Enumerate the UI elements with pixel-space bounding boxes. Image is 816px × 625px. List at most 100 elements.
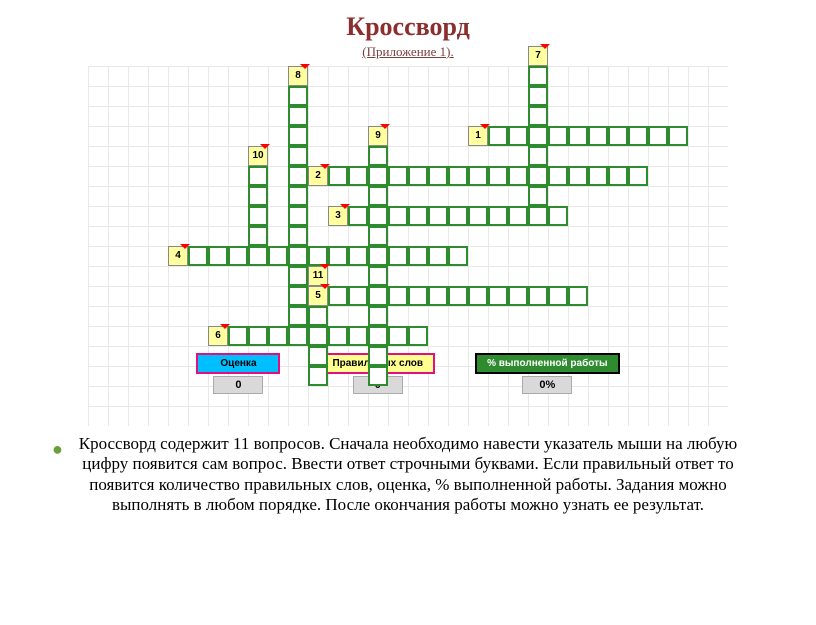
crossword-cell[interactable]	[388, 326, 408, 346]
crossword-cell[interactable]	[508, 286, 528, 306]
crossword-cell[interactable]	[368, 186, 388, 206]
crossword-cell[interactable]	[348, 286, 368, 306]
crossword-cell[interactable]	[288, 226, 308, 246]
crossword-cell[interactable]	[468, 166, 488, 186]
crossword-cell[interactable]	[368, 366, 388, 386]
crossword-cell[interactable]	[208, 246, 228, 266]
clue-number-5[interactable]: 5	[308, 286, 328, 306]
clue-number-9[interactable]: 9	[368, 126, 388, 146]
crossword-cell[interactable]	[288, 206, 308, 226]
crossword-cell[interactable]	[408, 206, 428, 226]
clue-number-11[interactable]: 11	[308, 266, 328, 286]
clue-number-10[interactable]: 10	[248, 146, 268, 166]
crossword-cell[interactable]	[408, 326, 428, 346]
crossword-cell[interactable]	[668, 126, 688, 146]
crossword-cell[interactable]	[328, 326, 348, 346]
crossword-cell[interactable]	[308, 306, 328, 326]
crossword-cell[interactable]	[448, 246, 468, 266]
crossword-cell[interactable]	[428, 166, 448, 186]
crossword-cell[interactable]	[608, 166, 628, 186]
crossword-cell[interactable]	[308, 346, 328, 366]
crossword-cell[interactable]	[448, 206, 468, 226]
crossword-cell[interactable]	[408, 286, 428, 306]
clue-number-3[interactable]: 3	[328, 206, 348, 226]
crossword-cell[interactable]	[288, 126, 308, 146]
crossword-cell[interactable]	[568, 126, 588, 146]
clue-number-1[interactable]: 1	[468, 126, 488, 146]
crossword-cell[interactable]	[288, 166, 308, 186]
crossword-cell[interactable]	[368, 306, 388, 326]
crossword-cell[interactable]	[508, 166, 528, 186]
crossword-cell[interactable]	[468, 286, 488, 306]
crossword-cell[interactable]	[528, 66, 548, 86]
crossword-cell[interactable]	[248, 206, 268, 226]
crossword-cell[interactable]	[508, 206, 528, 226]
crossword-cell[interactable]	[328, 166, 348, 186]
crossword-cell[interactable]	[528, 86, 548, 106]
subtitle-link[interactable]: (Приложение 1).	[0, 44, 816, 60]
crossword-cell[interactable]	[528, 126, 548, 146]
crossword-cell[interactable]	[308, 366, 328, 386]
crossword-cell[interactable]	[288, 146, 308, 166]
crossword-cell[interactable]	[288, 246, 308, 266]
crossword-cell[interactable]	[388, 286, 408, 306]
clue-number-8[interactable]: 8	[288, 66, 308, 86]
crossword-cell[interactable]	[628, 126, 648, 146]
crossword-cell[interactable]	[268, 326, 288, 346]
crossword-cell[interactable]	[388, 246, 408, 266]
crossword-cell[interactable]	[408, 246, 428, 266]
crossword-cell[interactable]	[548, 166, 568, 186]
crossword-cell[interactable]	[368, 206, 388, 226]
crossword-cell[interactable]	[228, 326, 248, 346]
crossword-cell[interactable]	[368, 346, 388, 366]
crossword-cell[interactable]	[288, 286, 308, 306]
clue-number-6[interactable]: 6	[208, 326, 228, 346]
crossword-cell[interactable]	[628, 166, 648, 186]
crossword-cell[interactable]	[348, 246, 368, 266]
crossword-cell[interactable]	[428, 246, 448, 266]
crossword-cell[interactable]	[528, 206, 548, 226]
crossword-cell[interactable]	[408, 166, 428, 186]
crossword-cell[interactable]	[368, 226, 388, 246]
crossword-cell[interactable]	[428, 206, 448, 226]
crossword-cell[interactable]	[368, 266, 388, 286]
crossword-cell[interactable]	[528, 186, 548, 206]
crossword-cell[interactable]	[428, 286, 448, 306]
crossword-cell[interactable]	[308, 246, 328, 266]
crossword-cell[interactable]	[548, 286, 568, 306]
crossword-cell[interactable]	[528, 166, 548, 186]
crossword-cell[interactable]	[488, 126, 508, 146]
crossword-cell[interactable]	[508, 126, 528, 146]
crossword-cell[interactable]	[568, 286, 588, 306]
crossword-cell[interactable]	[608, 126, 628, 146]
crossword-cell[interactable]	[248, 246, 268, 266]
clue-number-4[interactable]: 4	[168, 246, 188, 266]
crossword-cell[interactable]	[248, 326, 268, 346]
crossword-cell[interactable]	[248, 186, 268, 206]
crossword-cell[interactable]	[288, 306, 308, 326]
crossword-cell[interactable]	[328, 246, 348, 266]
crossword-cell[interactable]	[488, 166, 508, 186]
crossword-cell[interactable]	[588, 166, 608, 186]
crossword-cell[interactable]	[288, 326, 308, 346]
crossword-cell[interactable]	[188, 246, 208, 266]
crossword-cell[interactable]	[308, 326, 328, 346]
crossword-cell[interactable]	[648, 126, 668, 146]
crossword-cell[interactable]	[368, 286, 388, 306]
crossword-cell[interactable]	[488, 286, 508, 306]
crossword-cell[interactable]	[448, 166, 468, 186]
crossword-cell[interactable]	[468, 206, 488, 226]
crossword-cell[interactable]	[288, 186, 308, 206]
crossword-cell[interactable]	[548, 206, 568, 226]
crossword-cell[interactable]	[368, 246, 388, 266]
clue-number-7[interactable]: 7	[528, 46, 548, 66]
crossword-cell[interactable]	[388, 166, 408, 186]
crossword-cell[interactable]	[348, 166, 368, 186]
crossword-cell[interactable]	[248, 226, 268, 246]
crossword-cell[interactable]	[588, 126, 608, 146]
crossword-cell[interactable]	[528, 106, 548, 126]
crossword-cell[interactable]	[388, 206, 408, 226]
crossword-cell[interactable]	[268, 246, 288, 266]
crossword-cell[interactable]	[348, 326, 368, 346]
clue-number-2[interactable]: 2	[308, 166, 328, 186]
